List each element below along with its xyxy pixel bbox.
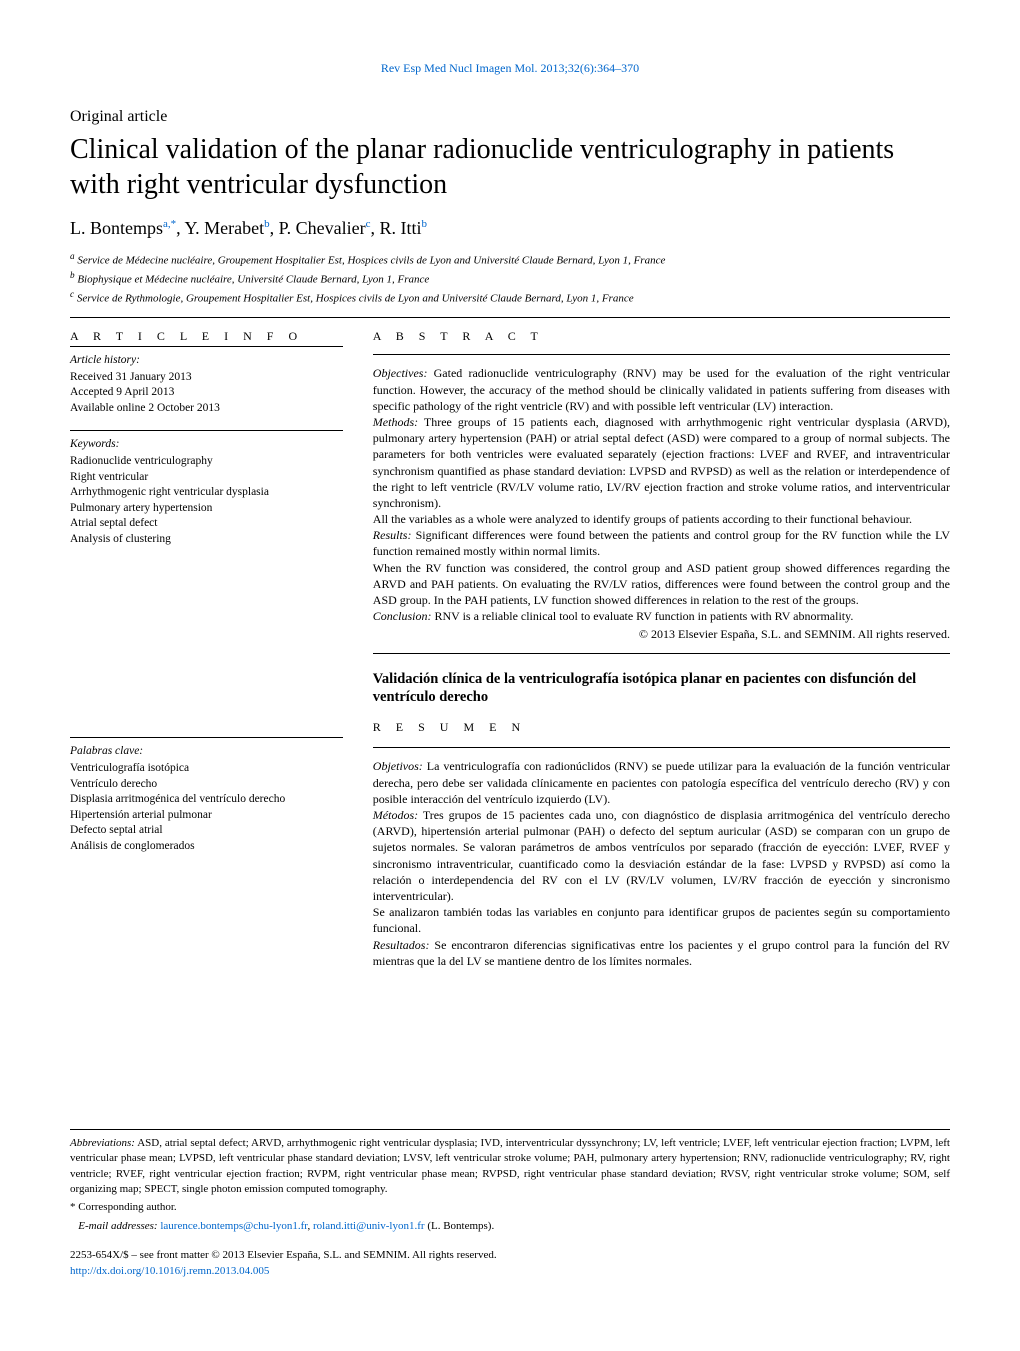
corresponding-author: * Corresponding author. — [70, 1200, 950, 1215]
list-item: Ventriculografía isotópica — [70, 761, 343, 777]
keywords: Keywords: Radionuclide ventriculographyR… — [70, 430, 343, 547]
list-item: Radionuclide ventriculography — [70, 454, 343, 470]
palabras-clave: Palabras clave: Ventriculografía isotópi… — [70, 737, 343, 854]
resumen-body: Objetivos: La ventriculografía con radio… — [373, 758, 950, 968]
article-title: Clinical validation of the planar radion… — [70, 132, 950, 202]
article-type: Original article — [70, 106, 950, 128]
list-item: Defecto septal atrial — [70, 823, 343, 839]
journal-ref-link[interactable]: Rev Esp Med Nucl Imagen Mol. 2013;32(6):… — [381, 61, 639, 75]
list-item: Displasia arritmogénica del ventrículo d… — [70, 792, 343, 808]
list-item: Análisis de conglomerados — [70, 839, 343, 855]
article-history-head: Article history: — [70, 353, 343, 369]
list-item: Available online 2 October 2013 — [70, 401, 343, 417]
keywords-head: Keywords: — [70, 437, 343, 453]
email-label: E-mail addresses: — [78, 1220, 157, 1232]
email-link-1[interactable]: laurence.bontemps@chu-lyon1.fr — [160, 1220, 307, 1232]
list-item: Pulmonary artery hypertension — [70, 501, 343, 517]
email-tail: (L. Bontemps). — [425, 1220, 495, 1232]
abbr-label: Abbreviations: — [70, 1137, 135, 1149]
list-item: Arrhythmogenic right ventricular dysplas… — [70, 485, 343, 501]
list-item: Right ventricular — [70, 470, 343, 486]
footer: Abbreviations: ASD, atrial septal defect… — [70, 1129, 950, 1279]
journal-reference: Rev Esp Med Nucl Imagen Mol. 2013;32(6):… — [70, 60, 950, 76]
abstract-rule — [373, 354, 950, 355]
rule-top — [70, 317, 950, 318]
rule-mid — [373, 653, 950, 654]
spanish-title: Validación clínica de la ventriculografí… — [373, 670, 950, 708]
list-item: Accepted 9 April 2013 — [70, 385, 343, 401]
abstract-body: Objectives: Gated radionuclide ventricul… — [373, 365, 950, 624]
palabras-head: Palabras clave: — [70, 744, 343, 760]
list-item: Hipertensión arterial pulmonar — [70, 808, 343, 824]
affiliations: a Service de Médecine nucléaire, Groupem… — [70, 250, 950, 307]
copyright-line: 2253-654X/$ – see front matter © 2013 El… — [70, 1248, 950, 1263]
email-link-2[interactable]: roland.itti@univ-lyon1.fr — [313, 1220, 425, 1232]
article-history: Article history: Received 31 January 201… — [70, 346, 343, 416]
abbr-text: ASD, atrial septal defect; ARVD, arrhyth… — [70, 1137, 950, 1195]
list-item: Atrial septal defect — [70, 516, 343, 532]
list-item: Received 31 January 2013 — [70, 370, 343, 386]
resumen-head: R E S U M E N — [373, 719, 950, 735]
authors: L. Bontempsa,*, Y. Merabetb, P. Chevalie… — [70, 216, 950, 240]
email-addresses: E-mail addresses: laurence.bontemps@chu-… — [70, 1219, 950, 1234]
doi-link[interactable]: http://dx.doi.org/10.1016/j.remn.2013.04… — [70, 1265, 269, 1277]
abbreviations: Abbreviations: ASD, atrial septal defect… — [70, 1136, 950, 1198]
resumen-rule — [373, 747, 950, 748]
doi: http://dx.doi.org/10.1016/j.remn.2013.04… — [70, 1264, 950, 1279]
abstract-copyright: © 2013 Elsevier España, S.L. and SEMNIM.… — [373, 626, 950, 642]
abstract-head: A B S T R A C T — [373, 328, 950, 344]
article-info-head: A R T I C L E I N F O — [70, 328, 343, 344]
list-item: Ventrículo derecho — [70, 777, 343, 793]
list-item: Analysis of clustering — [70, 532, 343, 548]
